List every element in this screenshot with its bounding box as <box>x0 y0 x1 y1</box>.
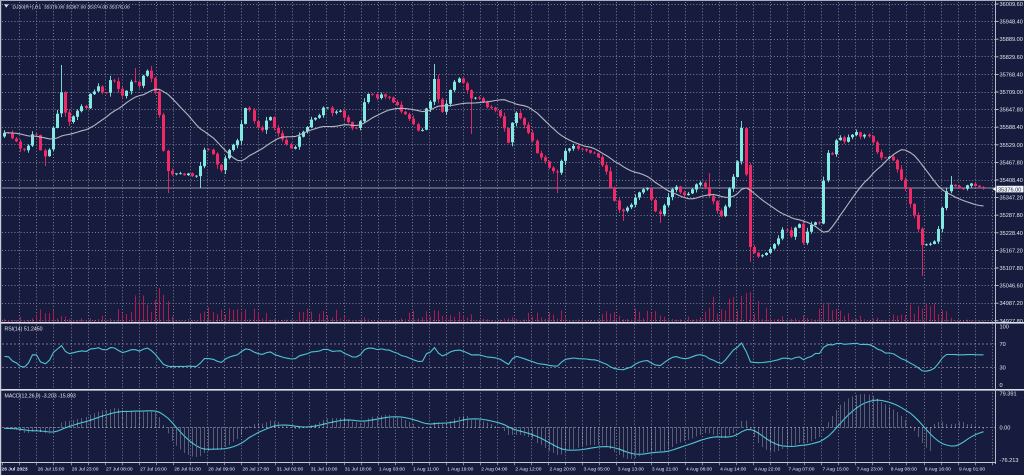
svg-text:3 Aug 13:00: 3 Aug 13:00 <box>618 466 644 472</box>
svg-text:-76.213: -76.213 <box>1000 458 1019 464</box>
svg-text:35046.60: 35046.60 <box>1000 284 1023 290</box>
svg-text:2 Aug 12:00: 2 Aug 12:00 <box>515 466 541 472</box>
svg-text:0: 0 <box>1000 383 1003 389</box>
svg-text:26 Jul 2023: 26 Jul 2023 <box>2 467 28 473</box>
svg-text:35167.20: 35167.20 <box>1000 248 1023 254</box>
svg-text:3 Aug 21:00: 3 Aug 21:00 <box>652 466 678 472</box>
svg-text:4 Aug 06:00: 4 Aug 06:00 <box>686 466 712 472</box>
svg-text:30: 30 <box>1000 365 1006 371</box>
svg-text:28 Jul 01:00: 28 Jul 01:00 <box>174 466 201 472</box>
svg-text:35709.00: 35709.00 <box>1000 90 1023 96</box>
svg-text:DJ30(R+),H1 35379.00 35387.00: DJ30(R+),H1 35379.00 35387.00 35374.00 3… <box>13 5 130 11</box>
svg-text:3 Aug 05:00: 3 Aug 05:00 <box>584 466 610 472</box>
svg-text:35287.80: 35287.80 <box>1000 213 1023 219</box>
svg-text:1 Aug 03:00: 1 Aug 03:00 <box>379 466 405 472</box>
svg-text:MACD(12,26,9) -3.203 -15.893: MACD(12,26,9) -3.203 -15.893 <box>5 394 76 400</box>
svg-text:35588.40: 35588.40 <box>1000 125 1023 131</box>
svg-text:RSI(14) 51.2450: RSI(14) 51.2450 <box>5 327 43 333</box>
svg-text:7 Aug 07:00: 7 Aug 07:00 <box>788 466 814 472</box>
svg-text:8 Aug 08:00: 8 Aug 08:00 <box>891 466 917 472</box>
svg-text:36009.60: 36009.60 <box>1000 2 1023 8</box>
svg-text:31 Jul 10:00: 31 Jul 10:00 <box>311 466 338 472</box>
svg-text:35948.40: 35948.40 <box>1000 20 1023 26</box>
svg-text:28 Jul 17:00: 28 Jul 17:00 <box>242 466 269 472</box>
svg-text:1 Aug 19:00: 1 Aug 19:00 <box>447 466 473 472</box>
svg-text:9 Aug 01:00: 9 Aug 01:00 <box>959 466 985 472</box>
svg-text:35107.80: 35107.80 <box>1000 266 1023 272</box>
svg-text:35408.40: 35408.40 <box>1000 178 1023 184</box>
svg-text:31 Jul 02:00: 31 Jul 02:00 <box>277 466 304 472</box>
svg-text:7 Aug 15:00: 7 Aug 15:00 <box>823 466 849 472</box>
svg-text:28 Jul 09:00: 28 Jul 09:00 <box>208 466 235 472</box>
svg-text:34987.20: 34987.20 <box>1000 301 1023 307</box>
svg-text:27 Jul 08:00: 27 Jul 08:00 <box>106 466 133 472</box>
svg-text:0.00: 0.00 <box>1000 426 1011 432</box>
svg-text:35467.80: 35467.80 <box>1000 160 1023 166</box>
svg-text:26 Jul 15:00: 26 Jul 15:00 <box>38 466 65 472</box>
svg-text:26 Jul 23:00: 26 Jul 23:00 <box>72 466 99 472</box>
svg-text:2 Aug 04:00: 2 Aug 04:00 <box>481 466 507 472</box>
svg-text:35768.40: 35768.40 <box>1000 72 1023 78</box>
svg-text:35347.20: 35347.20 <box>1000 196 1023 202</box>
svg-text:31 Jul 18:00: 31 Jul 18:00 <box>345 466 372 472</box>
svg-text:35829.60: 35829.60 <box>1000 55 1023 61</box>
svg-text:35376.00: 35376.00 <box>998 187 1021 193</box>
svg-text:7 Aug 23:00: 7 Aug 23:00 <box>857 466 883 472</box>
svg-text:34927.80: 34927.80 <box>1000 319 1023 325</box>
svg-text:8 Aug 16:00: 8 Aug 16:00 <box>925 466 951 472</box>
svg-text:70: 70 <box>1000 342 1006 348</box>
svg-text:35228.40: 35228.40 <box>1000 231 1023 237</box>
svg-text:79.391: 79.391 <box>1000 392 1017 398</box>
svg-text:4 Aug 14:00: 4 Aug 14:00 <box>720 466 746 472</box>
svg-text:4 Aug 22:00: 4 Aug 22:00 <box>754 466 780 472</box>
svg-text:2 Aug 20:00: 2 Aug 20:00 <box>550 466 576 472</box>
svg-text:1 Aug 11:00: 1 Aug 11:00 <box>413 466 439 472</box>
svg-text:35647.80: 35647.80 <box>1000 108 1023 114</box>
svg-text:100: 100 <box>1000 325 1009 331</box>
svg-text:35889.00: 35889.00 <box>1000 37 1023 43</box>
svg-text:35529.00: 35529.00 <box>1000 143 1023 149</box>
svg-text:27 Jul 16:00: 27 Jul 16:00 <box>140 466 167 472</box>
